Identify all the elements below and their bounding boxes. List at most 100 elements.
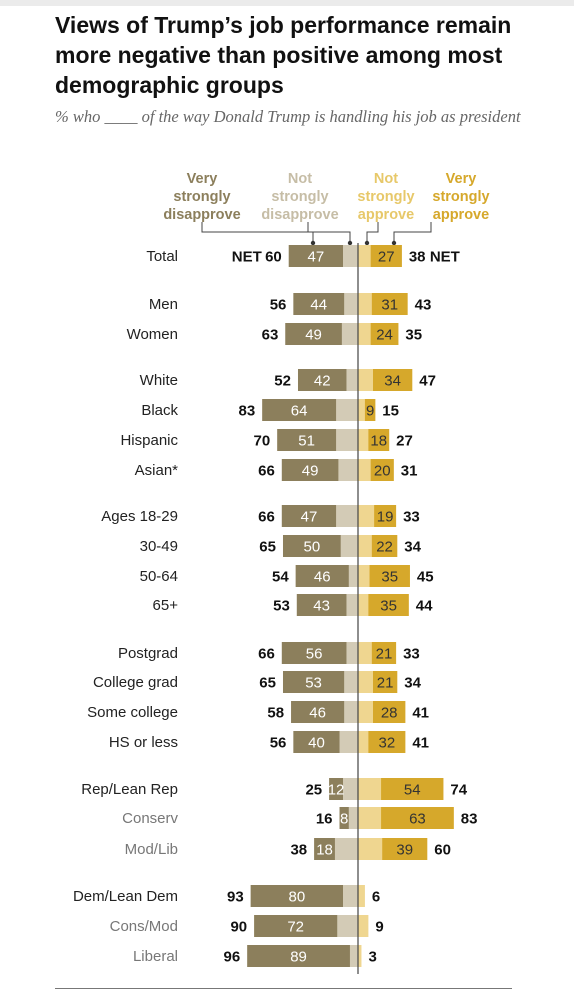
bar-very-strongly-approve (382, 838, 428, 860)
row-label: Rep/Lean Rep (81, 781, 178, 798)
bar-very-strongly-approve (370, 323, 399, 345)
value-very-strongly-disapprove: 49 (305, 327, 322, 344)
bar-very-strongly-approve (370, 459, 394, 481)
value-net-disapprove: 63 (262, 327, 279, 344)
value-net-disapprove: 38 (290, 842, 307, 859)
value-very-strongly-approve: 32 (379, 735, 396, 752)
value-net-disapprove: 25 (305, 782, 322, 799)
value-net-disapprove: 53 (273, 598, 290, 615)
bar-not-strongly-approve (358, 885, 365, 907)
legend-label-line: Very (187, 171, 218, 187)
value-very-strongly-disapprove: 53 (305, 675, 322, 692)
legend-leader-dot (391, 240, 397, 246)
row-label: Total (146, 248, 178, 265)
value-net-disapprove: 83 (239, 403, 256, 420)
legend-label-line: disapprove (163, 207, 240, 223)
row-label: Dem/Lean Dem (73, 888, 178, 905)
value-very-strongly-disapprove: 56 (306, 646, 323, 663)
value-very-strongly-approve: 27 (378, 249, 395, 266)
value-net-approve: 9 (375, 919, 383, 936)
value-very-strongly-approve: 20 (374, 463, 391, 480)
value-very-strongly-approve: 18 (370, 433, 387, 450)
legend-label-line: Not (288, 171, 312, 187)
value-very-strongly-approve: 22 (376, 539, 393, 556)
bar-very-strongly-disapprove (293, 731, 340, 753)
net-suffix-label: NET (430, 249, 460, 266)
value-very-strongly-approve: 21 (377, 675, 394, 692)
bar-very-strongly-disapprove (293, 293, 345, 315)
row-label: Women (127, 326, 178, 343)
row-label: College grad (93, 674, 178, 691)
value-net-approve: 60 (434, 842, 451, 859)
value-very-strongly-approve: 28 (381, 705, 398, 722)
value-very-strongly-disapprove: 47 (308, 249, 325, 266)
value-very-strongly-disapprove: 40 (308, 735, 325, 752)
value-net-disapprove: 60 (265, 249, 282, 266)
bar-very-strongly-approve (371, 293, 408, 315)
legend-label-line: strongly (357, 189, 414, 205)
value-net-approve: 41 (412, 705, 429, 722)
value-net-approve: 38 (409, 249, 426, 266)
value-net-approve: 41 (412, 735, 429, 752)
legend-leader-dot (310, 240, 316, 246)
bar-very-strongly-disapprove (296, 594, 347, 616)
bar-very-strongly-disapprove (282, 535, 341, 557)
row-label: Hispanic (120, 432, 178, 449)
bar-very-strongly-approve (369, 565, 410, 587)
bar-very-strongly-approve (373, 701, 406, 723)
legend-label-line: disapprove (261, 207, 338, 223)
value-very-strongly-approve: 54 (404, 782, 421, 799)
value-net-disapprove: 96 (224, 949, 241, 966)
value-very-strongly-disapprove: 18 (316, 842, 333, 859)
bar-very-strongly-approve (371, 535, 398, 557)
value-very-strongly-approve: 63 (409, 811, 426, 828)
net-prefix-label: NET (232, 249, 262, 266)
value-very-strongly-approve: 35 (380, 598, 397, 615)
value-very-strongly-disapprove: 89 (290, 949, 307, 966)
bar-very-strongly-approve (374, 505, 397, 527)
value-very-strongly-approve: 34 (384, 373, 401, 390)
bar-very-strongly-disapprove (295, 565, 349, 587)
value-net-disapprove: 66 (258, 646, 275, 663)
bar-very-strongly-approve (381, 807, 454, 829)
legend-label-line: Very (446, 171, 477, 187)
value-net-approve: 31 (401, 463, 418, 480)
bar-very-strongly-disapprove (281, 505, 337, 527)
chart-title: Views of Trump’s job performance remain … (55, 12, 512, 98)
value-net-disapprove: 93 (227, 889, 244, 906)
value-net-approve: 44 (416, 598, 433, 615)
value-net-disapprove: 56 (270, 735, 287, 752)
value-net-approve: 33 (403, 646, 420, 663)
row-label: Postgrad (118, 645, 178, 662)
row-label: Ages 18-29 (101, 508, 178, 525)
value-net-approve: 33 (403, 509, 420, 526)
legend-label-line: strongly (173, 189, 230, 205)
row-label: Conserv (122, 810, 178, 827)
row-label: Black (141, 402, 178, 419)
bar-not-strongly-approve (358, 945, 362, 967)
bar-very-strongly-disapprove (282, 671, 345, 693)
chart-subtitle: % who ____ of the way Donald Trump is ha… (55, 107, 521, 126)
legend-label-line: approve (433, 207, 489, 223)
value-net-disapprove: 56 (270, 297, 287, 314)
value-net-disapprove: 66 (258, 509, 275, 526)
value-very-strongly-approve: 35 (381, 569, 398, 586)
row-label: Cons/Mod (110, 918, 178, 935)
bar-very-strongly-approve (368, 429, 390, 451)
bar-very-strongly-approve (368, 594, 409, 616)
value-net-approve: 34 (404, 675, 421, 692)
legend-leader-line (307, 222, 351, 243)
row-label: Liberal (133, 948, 178, 965)
value-very-strongly-disapprove: 44 (310, 297, 327, 314)
top-bar (0, 0, 574, 6)
bar-very-strongly-disapprove (288, 245, 343, 267)
row-label: Some college (87, 704, 178, 721)
value-net-approve: 6 (372, 889, 380, 906)
bar-very-strongly-disapprove (281, 642, 347, 664)
value-very-strongly-disapprove: 80 (288, 889, 305, 906)
value-net-approve: 3 (368, 949, 376, 966)
value-very-strongly-approve: 31 (381, 297, 398, 314)
bar-not-strongly-approve (358, 915, 369, 937)
value-very-strongly-disapprove: 46 (309, 705, 326, 722)
